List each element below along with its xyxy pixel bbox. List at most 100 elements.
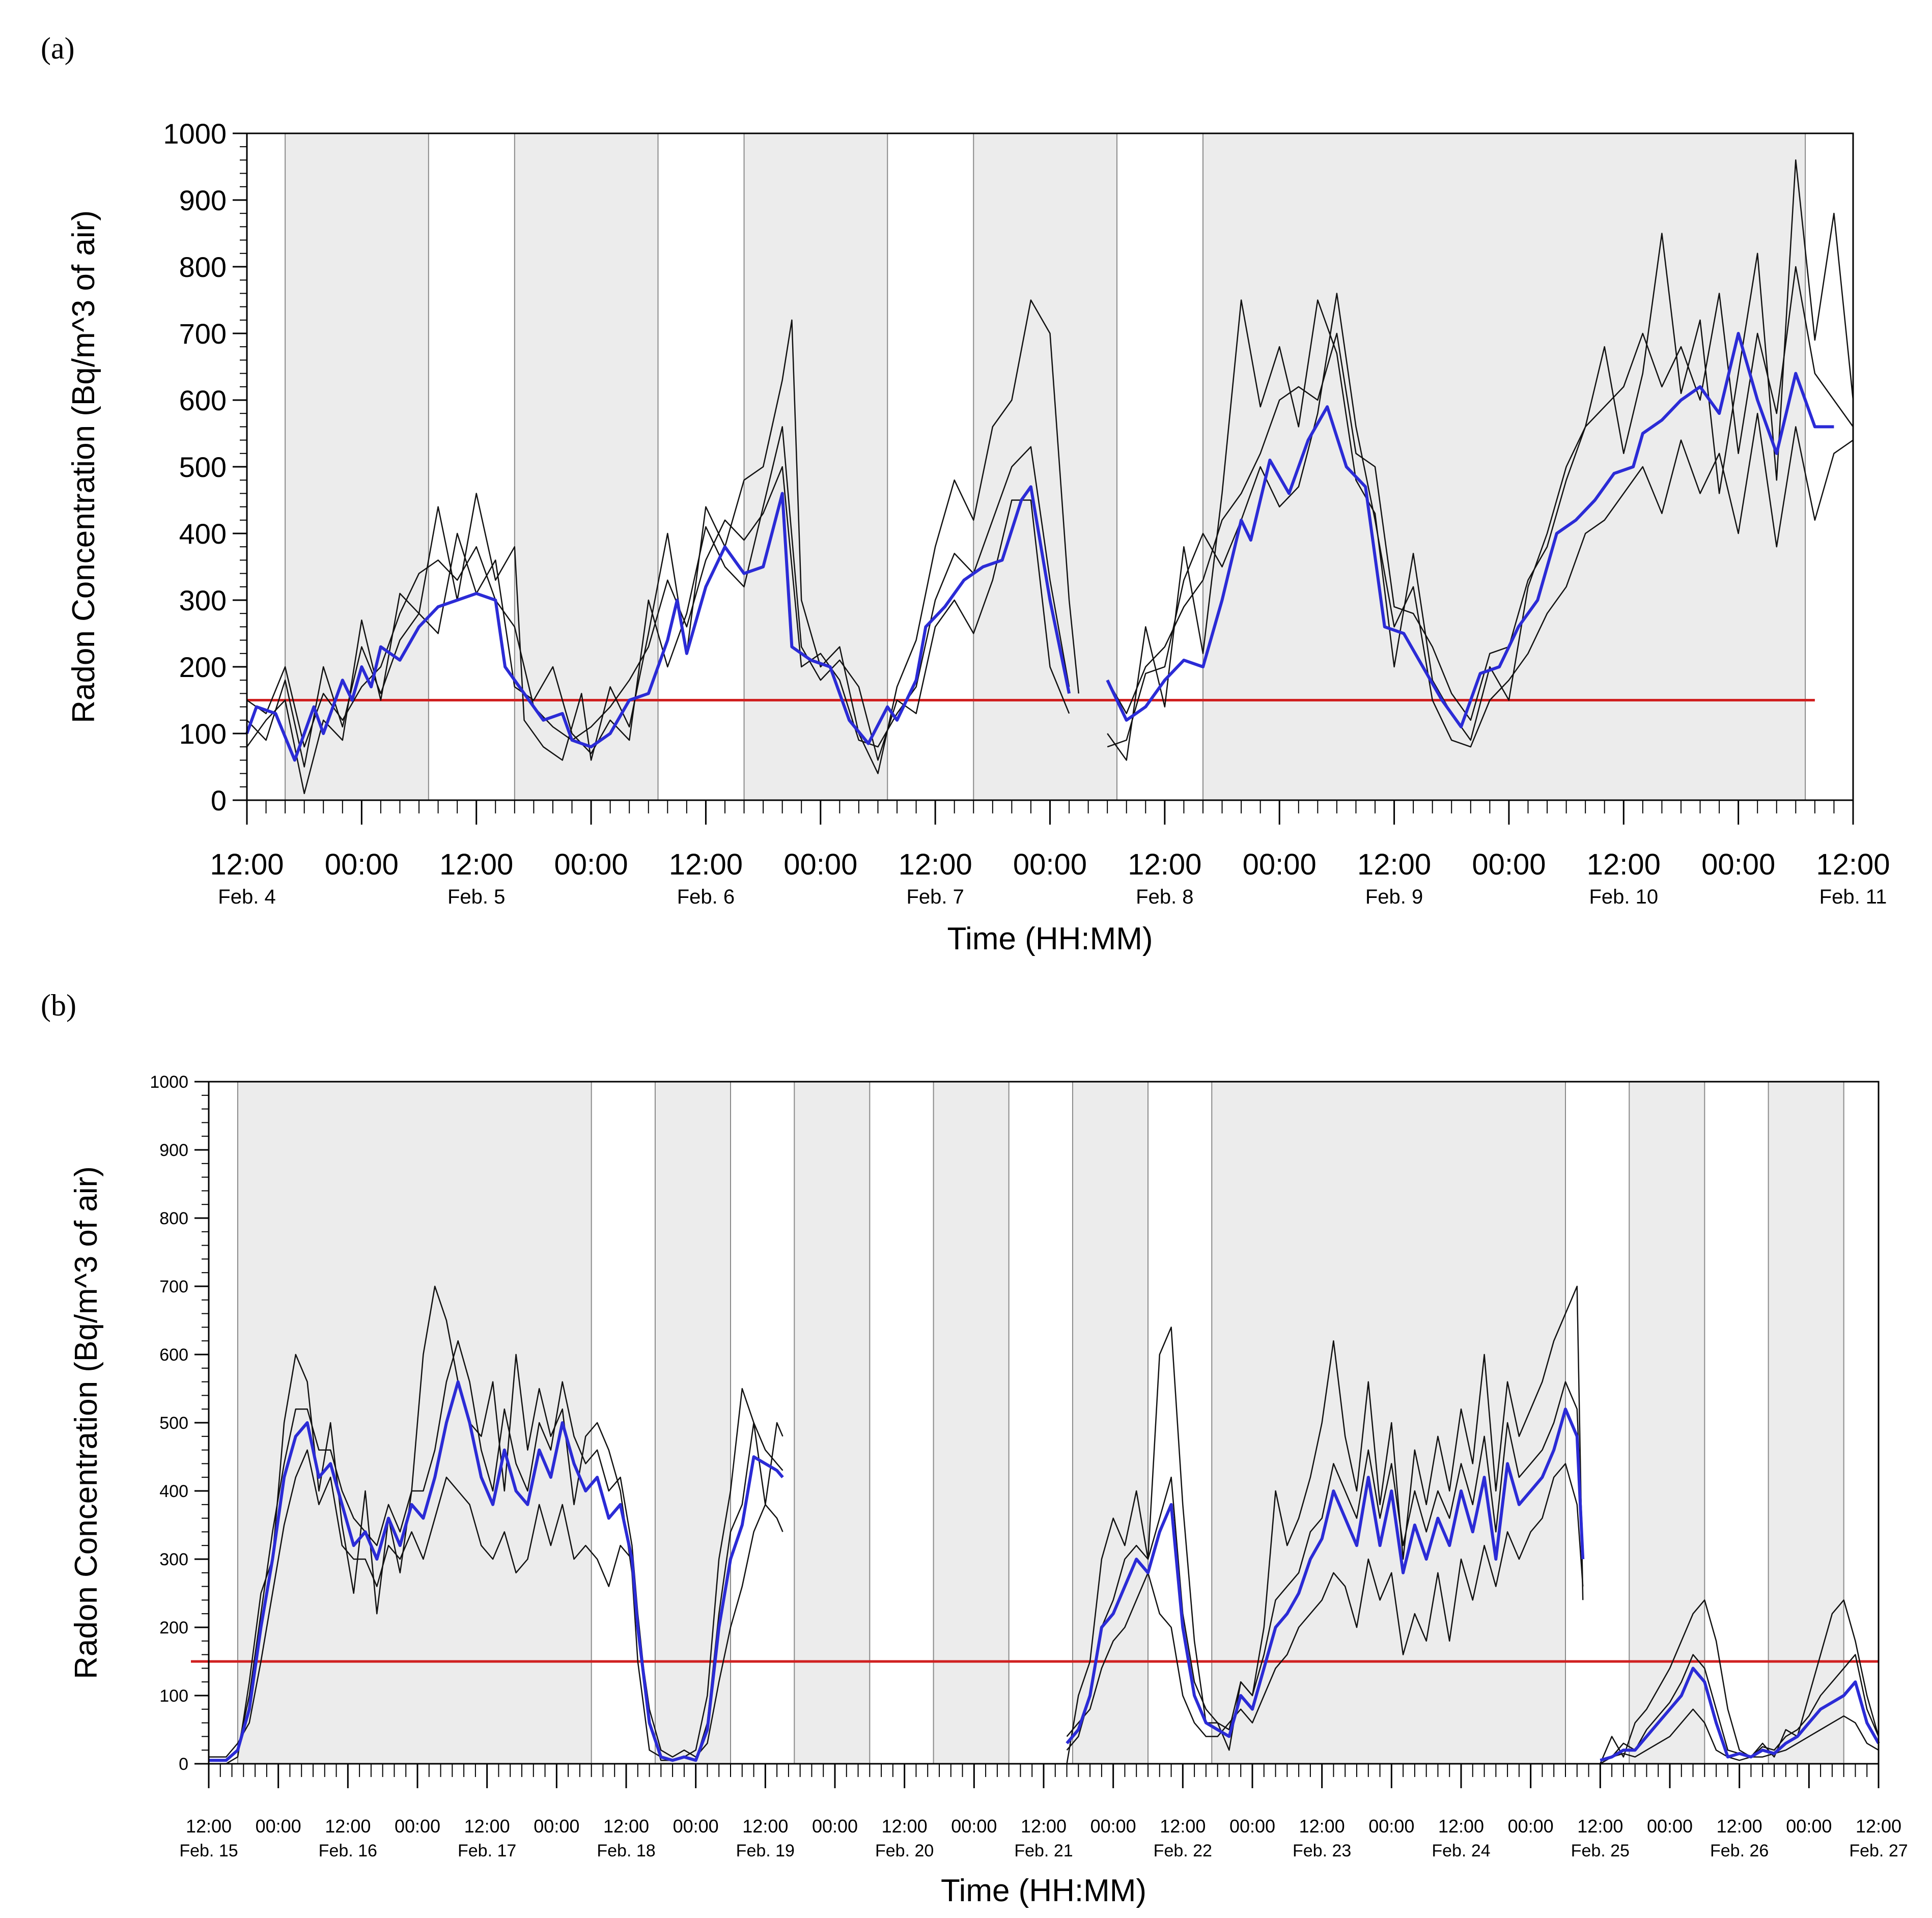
series-trace-2-a-segment-0 — [246, 426, 1070, 768]
series-mean-b-segment-2 — [1600, 1667, 1880, 1762]
y-tick-label-b-700: 700 — [159, 1277, 188, 1296]
x-tick-time-b-20: 12:00 — [1577, 1816, 1623, 1837]
x-tick-date-b-6: Feb. 18 — [597, 1841, 655, 1860]
x-tick-time-a-8: 12:00 — [1128, 848, 1201, 881]
x-tick-date-b-8: Feb. 19 — [736, 1841, 795, 1860]
y-tick-label-b-900: 900 — [159, 1141, 188, 1160]
x-tick-date-a-8: Feb. 8 — [1136, 886, 1193, 908]
x-tick-time-b-22: 12:00 — [1717, 1816, 1762, 1837]
x-tick-date-b-2: Feb. 16 — [319, 1841, 377, 1860]
shaded-band-b-7 — [1768, 1081, 1844, 1764]
series-trace-1-a-segment-1 — [1107, 159, 1854, 761]
x-tick-time-b-3: 00:00 — [395, 1816, 440, 1837]
x-tick-date-b-4: Feb. 17 — [458, 1841, 516, 1860]
x-tick-time-b-5: 00:00 — [534, 1816, 579, 1837]
y-tick-label-a-300: 300 — [179, 584, 227, 616]
x-axis-title-b: Time (HH:MM) — [941, 1873, 1146, 1908]
x-tick-time-b-16: 12:00 — [1299, 1816, 1345, 1837]
y-tick-label-a-900: 900 — [179, 184, 227, 216]
x-tick-time-a-2: 12:00 — [439, 848, 513, 881]
x-tick-time-a-11: 00:00 — [1472, 848, 1546, 881]
series-mean-b-segment-0 — [209, 1380, 784, 1762]
shaded-band-b-2 — [794, 1081, 871, 1764]
series-mean-a-segment-0 — [245, 485, 1071, 762]
x-tick-time-b-14: 12:00 — [1160, 1816, 1206, 1837]
series-trace-3-b-segment-1 — [1066, 1381, 1584, 1751]
y-tick-label-b-200: 200 — [159, 1618, 188, 1638]
x-tick-time-b-23: 00:00 — [1786, 1816, 1832, 1837]
x-tick-time-b-21: 00:00 — [1647, 1816, 1693, 1837]
x-tick-time-a-1: 00:00 — [325, 848, 399, 881]
series-trace-1-b-segment-0 — [209, 1285, 783, 1765]
x-tick-date-b-18: Feb. 24 — [1432, 1841, 1490, 1860]
x-tick-date-b-16: Feb. 23 — [1293, 1841, 1351, 1860]
x-tick-time-b-0: 12:00 — [186, 1816, 232, 1837]
y-tick-label-a-1000: 1000 — [163, 118, 227, 150]
shaded-band-b-3 — [933, 1081, 1010, 1764]
y-tick-label-a-100: 100 — [179, 718, 227, 750]
x-tick-time-b-7: 00:00 — [673, 1816, 719, 1837]
x-tick-date-b-12: Feb. 21 — [1014, 1841, 1073, 1860]
y-tick-label-b-400: 400 — [159, 1482, 188, 1501]
shaded-band-b-1 — [654, 1081, 732, 1764]
shaded-band-b-6 — [1629, 1081, 1705, 1764]
x-tick-date-a-0: Feb. 4 — [218, 886, 275, 908]
x-tick-time-b-6: 12:00 — [603, 1816, 649, 1837]
y-tick-label-b-0: 0 — [179, 1755, 188, 1774]
shaded-band-b-4 — [1072, 1081, 1149, 1764]
x-tick-date-a-12: Feb. 10 — [1589, 886, 1658, 908]
x-tick-time-a-3: 00:00 — [554, 848, 628, 881]
series-trace-2-b-segment-1 — [1066, 1463, 1584, 1737]
y-axis-title-a: Radon Concentration (Bq/m^3 of air) — [66, 210, 101, 723]
x-axis-title-a: Time (HH:MM) — [947, 921, 1153, 956]
x-tick-time-a-5: 00:00 — [783, 848, 857, 881]
x-tick-date-a-10: Feb. 9 — [1365, 886, 1423, 908]
y-tick-label-a-0: 0 — [211, 784, 227, 816]
x-tick-date-b-10: Feb. 20 — [875, 1841, 934, 1860]
x-tick-time-a-10: 12:00 — [1357, 848, 1431, 881]
x-tick-time-a-13: 00:00 — [1701, 848, 1775, 881]
series-trace-1-b-segment-2 — [1600, 1599, 1880, 1764]
x-tick-date-b-24: Feb. 27 — [1849, 1841, 1908, 1860]
x-tick-time-a-14: 12:00 — [1816, 848, 1890, 881]
x-tick-time-b-4: 12:00 — [464, 1816, 510, 1837]
y-tick-label-b-300: 300 — [159, 1550, 188, 1569]
y-tick-label-a-400: 400 — [179, 518, 227, 550]
series-trace-3-a-segment-0 — [246, 446, 1070, 748]
y-tick-label-b-1000: 1000 — [150, 1073, 188, 1092]
x-tick-time-b-15: 00:00 — [1229, 1816, 1275, 1837]
y-tick-label-a-800: 800 — [179, 251, 227, 283]
x-tick-date-a-14: Feb. 11 — [1819, 886, 1887, 908]
y-tick-label-a-500: 500 — [179, 451, 227, 483]
x-tick-date-a-2: Feb. 5 — [447, 886, 505, 908]
x-tick-time-b-19: 00:00 — [1508, 1816, 1554, 1837]
series-trace-2-a-segment-1 — [1107, 293, 1854, 748]
x-tick-date-b-22: Feb. 26 — [1710, 1841, 1769, 1860]
y-tick-label-a-600: 600 — [179, 384, 227, 416]
x-tick-time-b-18: 12:00 — [1438, 1816, 1484, 1837]
y-tick-label-b-500: 500 — [159, 1414, 188, 1433]
x-tick-time-b-17: 00:00 — [1368, 1816, 1414, 1837]
series-trace-1-a-segment-0 — [246, 299, 1080, 795]
x-tick-time-b-9: 00:00 — [812, 1816, 858, 1837]
x-tick-date-b-20: Feb. 25 — [1571, 1841, 1630, 1860]
x-tick-time-b-11: 00:00 — [951, 1816, 997, 1837]
x-tick-date-b-0: Feb. 15 — [179, 1841, 238, 1860]
x-tick-time-b-24: 12:00 — [1856, 1816, 1901, 1837]
panel-label-a: (a) — [41, 32, 75, 65]
x-tick-time-a-4: 12:00 — [669, 848, 743, 881]
x-tick-time-b-2: 12:00 — [325, 1816, 371, 1837]
y-tick-label-b-100: 100 — [159, 1686, 188, 1706]
series-mean-b-segment-1 — [1066, 1407, 1585, 1744]
chart-panel-a: 0 100 200 300 400 500 600 700 800 900 1000 12:00 Feb… — [66, 118, 1890, 956]
x-tick-time-b-10: 12:00 — [882, 1816, 928, 1837]
x-tick-date-b-14: Feb. 22 — [1154, 1841, 1212, 1860]
series-mean-a-segment-1 — [1106, 332, 1834, 728]
x-tick-time-a-0: 12:00 — [210, 848, 284, 881]
x-tick-time-b-12: 12:00 — [1021, 1816, 1067, 1837]
series-trace-2-b-segment-0 — [209, 1449, 783, 1758]
series-trace-1-b-segment-1 — [1066, 1285, 1584, 1764]
series-trace-2-b-segment-2 — [1600, 1708, 1879, 1761]
x-tick-time-a-9: 00:00 — [1243, 848, 1317, 881]
